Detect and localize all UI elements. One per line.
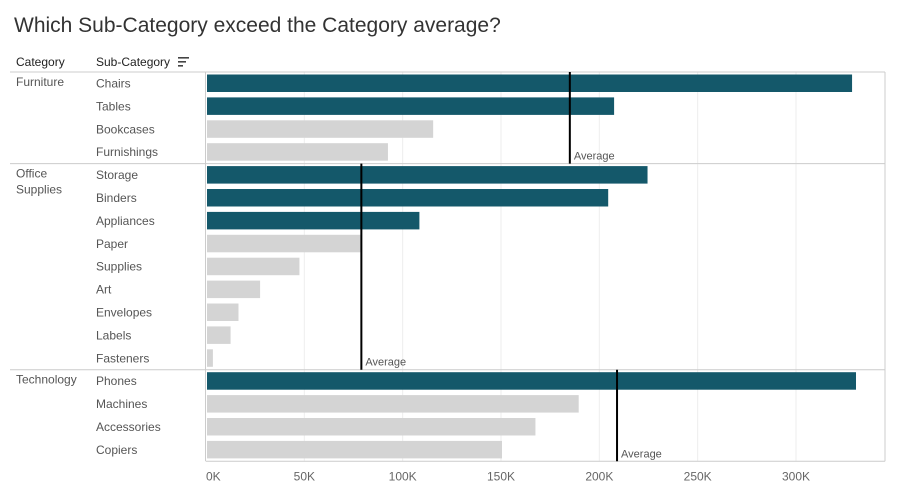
subcategory-label: Fasteners bbox=[96, 351, 149, 365]
bar-art bbox=[207, 280, 261, 299]
x-tick-label: 250K bbox=[684, 469, 712, 483]
subcategory-label: Storage bbox=[96, 168, 138, 182]
x-tick-label: 50K bbox=[294, 469, 315, 483]
bar-fasteners bbox=[207, 349, 213, 367]
subcategory-label: Phones bbox=[96, 374, 137, 388]
subcategory-label: Supplies bbox=[96, 260, 142, 274]
bar-binders bbox=[207, 189, 609, 207]
bar-bookcases bbox=[207, 120, 434, 138]
subcategory-header[interactable]: Sub-Category bbox=[96, 55, 171, 69]
x-tick-label: 100K bbox=[389, 469, 417, 483]
subcategory-label: Copiers bbox=[96, 443, 137, 457]
x-tick-label: 0K bbox=[206, 469, 221, 483]
subcategory-label: Accessories bbox=[96, 420, 161, 434]
average-label: Average bbox=[365, 357, 406, 369]
x-tick-label: 200K bbox=[585, 469, 613, 483]
category-label: Technology bbox=[16, 373, 77, 387]
subcategory-label: Appliances bbox=[96, 214, 155, 228]
sort-descending-icon[interactable] bbox=[178, 57, 189, 67]
category-header[interactable]: Category bbox=[16, 55, 65, 69]
chart-title: Which Sub-Category exceed the Category a… bbox=[14, 14, 501, 37]
category-label: Furniture bbox=[16, 75, 64, 89]
subcategory-label: Art bbox=[96, 283, 112, 297]
average-label: Average bbox=[574, 151, 615, 163]
bar-chairs bbox=[207, 74, 853, 92]
subcategory-label: Paper bbox=[96, 237, 128, 251]
subcategory-label: Tables bbox=[96, 99, 131, 113]
subcategory-label: Furnishings bbox=[96, 145, 158, 159]
bar-supplies bbox=[207, 257, 300, 276]
subcategory-label: Bookcases bbox=[96, 122, 155, 136]
bar-paper bbox=[207, 234, 361, 253]
average-label: Average bbox=[621, 448, 662, 460]
bar-phones bbox=[207, 372, 856, 390]
subcategory-label: Chairs bbox=[96, 77, 131, 91]
bar-storage bbox=[207, 166, 648, 184]
bar-appliances bbox=[207, 211, 420, 230]
x-tick-label: 150K bbox=[487, 469, 515, 483]
subcategory-label: Machines bbox=[96, 397, 147, 411]
bar-accessories bbox=[207, 418, 536, 436]
category-label: Office Supplies bbox=[16, 167, 62, 197]
x-tick-label: 300K bbox=[782, 469, 810, 483]
subcategory-label: Labels bbox=[96, 328, 131, 342]
bar-furnishings bbox=[207, 143, 388, 161]
bar-labels bbox=[207, 326, 231, 344]
subcategory-label: Binders bbox=[96, 191, 137, 205]
subcategory-label: Envelopes bbox=[96, 306, 152, 320]
bar-copiers bbox=[207, 440, 502, 459]
bar-envelopes bbox=[207, 303, 239, 321]
bar-tables bbox=[207, 97, 615, 115]
bar-machines bbox=[207, 395, 579, 413]
